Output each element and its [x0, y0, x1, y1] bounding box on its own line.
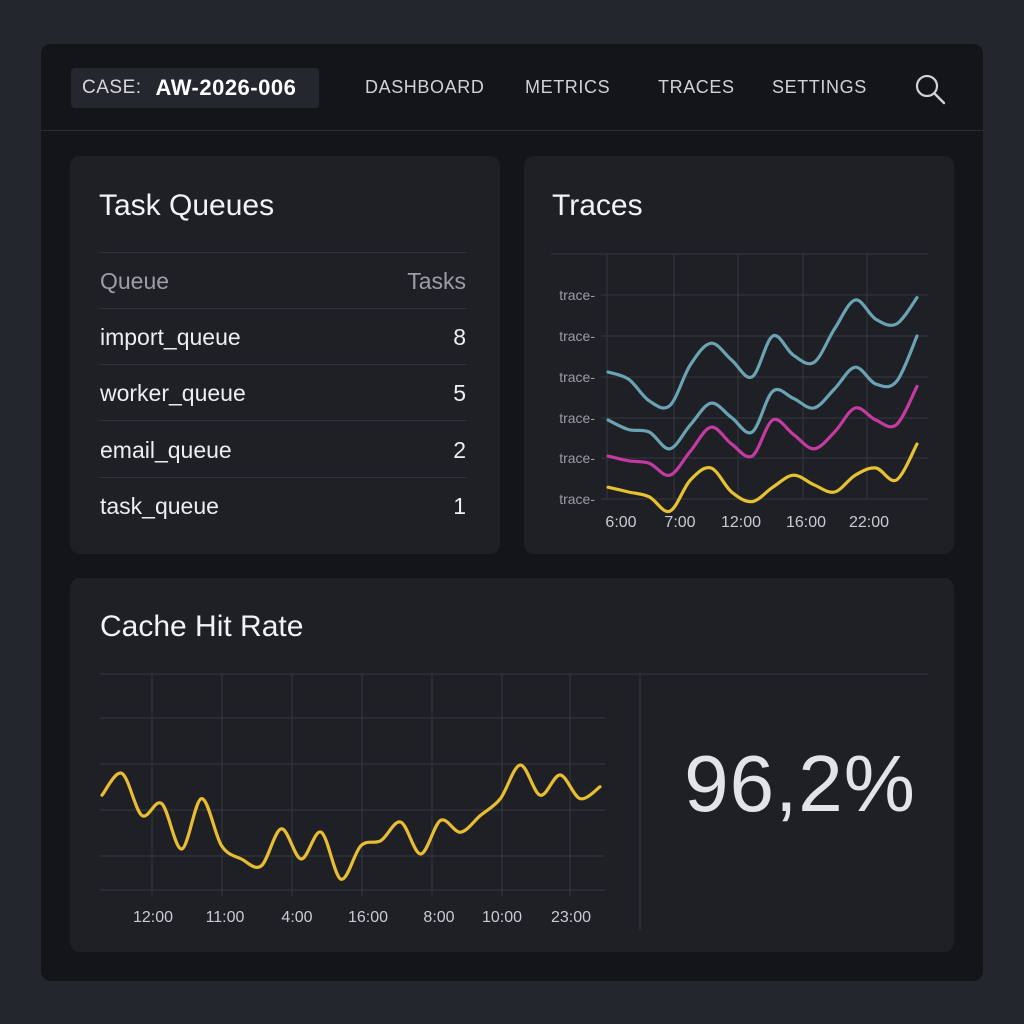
case-id: AW-2026-006 [155, 75, 297, 100]
divider [99, 420, 467, 421]
queue-count: 2 [453, 437, 466, 463]
nav-settings[interactable]: SETTINGS [772, 77, 867, 97]
x-tick-label: 4:00 [281, 909, 312, 926]
queue-name: worker_queue [100, 380, 246, 406]
traces-chart: trace-trace-trace-trace-trace-trace- 6:00… [551, 253, 928, 531]
task-queues-card: Task Queues Queue Tasks import_queue 8 w… [70, 156, 500, 554]
x-tick-label: 16:00 [786, 514, 826, 531]
trace-series-line [606, 334, 919, 451]
nav-metrics[interactable]: METRICS [525, 77, 611, 97]
task-queues-title: Task Queues [99, 189, 275, 222]
queue-name: email_queue [100, 437, 232, 463]
queue-name: import_queue [100, 324, 241, 350]
x-tick-label: 23:00 [551, 909, 591, 926]
cache-hit-rate-value: 96,2% [684, 739, 916, 828]
search-icon [915, 74, 946, 105]
cache-series-line [100, 763, 602, 881]
x-tick-label: 16:00 [348, 909, 388, 926]
cache-hit-rate-chart: 12:00 11:00 4:00 16:00 8:00 10:00 23:00 [100, 673, 928, 930]
case-badge: CASE: AW-2026-006 [71, 68, 319, 108]
column-header-queue: Queue [100, 268, 170, 294]
divider [99, 477, 467, 478]
x-tick-label: 6:00 [605, 514, 636, 531]
search-button[interactable] [913, 72, 947, 106]
queue-count: 1 [453, 493, 466, 519]
column-header-tasks: Tasks [407, 268, 466, 294]
y-tick-label: trace- [559, 491, 595, 507]
y-tick-label: trace- [559, 410, 595, 426]
divider [99, 252, 467, 253]
trace-series-line [606, 442, 919, 514]
y-tick-label: trace- [559, 287, 595, 303]
x-tick-label: 8:00 [423, 909, 454, 926]
case-label: CASE: [82, 77, 142, 98]
traces-card: Traces trace-trace-trace-trace-trace-tra… [524, 156, 954, 554]
queue-count: 5 [453, 380, 466, 406]
x-tick-label: 10:00 [482, 909, 522, 926]
nav-dashboard[interactable]: DASHBOARD [365, 77, 485, 97]
x-tick-label: 11:00 [206, 909, 245, 926]
trace-series-line [606, 296, 919, 410]
x-tick-label: 7:00 [664, 514, 695, 531]
y-tick-label: trace- [559, 450, 595, 466]
top-bar: CASE: AW-2026-006 DASHBOARD METRICS TRAC… [41, 44, 983, 131]
x-tick-label: 12:00 [133, 909, 173, 926]
y-tick-label: trace- [559, 328, 595, 344]
divider [99, 308, 467, 309]
x-tick-label: 12:00 [721, 514, 761, 531]
cache-hit-rate-card: Cache Hit Rate 12:00 11:00 4:00 16:00 8:00 10… [70, 578, 954, 952]
x-tick-label: 22:00 [849, 514, 889, 531]
trace-series-line [606, 384, 919, 477]
queue-count: 8 [453, 324, 466, 350]
nav-traces[interactable]: TRACES [658, 77, 735, 97]
queue-name: task_queue [100, 493, 219, 519]
cache-hit-rate-title: Cache Hit Rate [100, 610, 304, 643]
traces-title: Traces [552, 189, 643, 222]
app-window: CASE: AW-2026-006 DASHBOARD METRICS TRAC… [41, 44, 983, 981]
y-tick-label: trace- [559, 369, 595, 385]
divider [99, 364, 467, 365]
